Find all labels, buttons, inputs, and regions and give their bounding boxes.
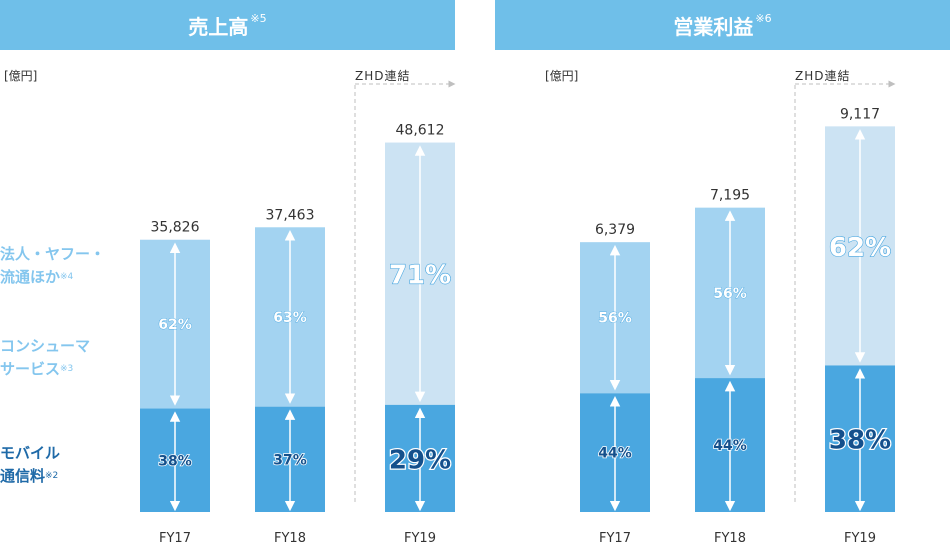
sales-total-label-FY19: 48,612 xyxy=(396,123,445,139)
profit-total-label-FY19: 9,117 xyxy=(840,106,880,122)
profit-total-label-FY17: 6,379 xyxy=(595,222,635,238)
sales-pct-consumer-FY18: 63% xyxy=(273,310,307,326)
sales-pct-mobile-FY18: 37% xyxy=(273,452,307,468)
sales-title: 売上高 xyxy=(188,14,249,39)
sales-pct-consumer-FY17: 62% xyxy=(158,317,192,333)
sales-pct-mobile-FY19: 29% xyxy=(389,445,451,475)
profit-pct-mobile-FY19: 38% xyxy=(829,426,891,456)
profit-category-label-FY18: FY18 xyxy=(714,531,746,546)
sales-zhd-label: ZHD連結 xyxy=(355,69,411,83)
sales-total-label-FY17: 35,826 xyxy=(151,220,200,236)
legend-corporate: 法人・ヤフー・ 流通ほか※4 xyxy=(0,243,105,289)
legend-mobile-line1: モバイル xyxy=(0,444,61,462)
legend-consumer-note: ※3 xyxy=(60,364,74,374)
sales-unit-label: [億円] xyxy=(4,69,38,83)
legend-mobile-line2: 通信料 xyxy=(0,467,46,485)
profit-pct-mobile-FY17: 44% xyxy=(598,446,632,462)
sales-category-label-FY19: FY19 xyxy=(404,531,436,546)
sales-title-note: ※5 xyxy=(250,12,267,25)
legend-corporate-line2: 流通ほか xyxy=(0,268,61,286)
sales-pct-mobile-FY17: 38% xyxy=(158,453,192,469)
legend-mobile: モバイル 通信料※2 xyxy=(0,442,60,488)
legend-consumer: コンシューマ サービス※3 xyxy=(0,335,90,381)
legend-corporate-line1: 法人・ヤフー・ xyxy=(0,245,106,263)
profit-title: 営業利益 xyxy=(673,14,754,39)
profit-pct-mobile-FY18: 44% xyxy=(713,438,747,454)
legend-consumer-line1: コンシューマ xyxy=(0,337,91,355)
sales-category-label-FY17: FY17 xyxy=(159,531,191,546)
legend-corporate-note: ※4 xyxy=(60,272,74,282)
profit-panel-header: 営業利益 ※6 xyxy=(495,0,950,50)
profit-category-label-FY19: FY19 xyxy=(844,531,876,546)
profit-pct-consumer-FY18: 56% xyxy=(713,286,747,302)
sales-total-label-FY18: 37,463 xyxy=(266,207,315,223)
profit-unit-label: [億円] xyxy=(545,69,579,83)
sales-category-label-FY18: FY18 xyxy=(274,531,306,546)
legend-consumer-line2: サービス xyxy=(0,360,61,378)
sales-pct-consumer-FY19: 71% xyxy=(389,261,451,291)
sales-panel-header: 売上高 ※5 xyxy=(0,0,455,50)
profit-pct-consumer-FY19: 62% xyxy=(829,233,891,263)
profit-zhd-label: ZHD連結 xyxy=(795,69,851,83)
legend-mobile-note: ※2 xyxy=(45,471,59,481)
profit-total-label-FY18: 7,195 xyxy=(710,188,750,204)
profit-category-label-FY17: FY17 xyxy=(599,531,631,546)
profit-pct-consumer-FY17: 56% xyxy=(598,311,632,327)
profit-title-note: ※6 xyxy=(755,12,772,25)
